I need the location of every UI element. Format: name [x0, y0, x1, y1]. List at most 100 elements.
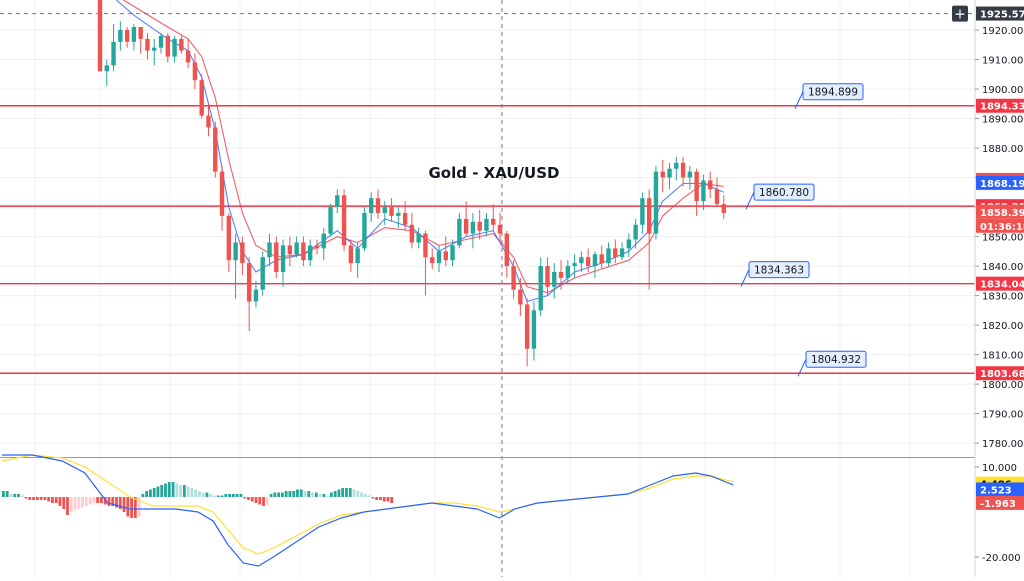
macd-value-tag-bg	[976, 495, 1024, 510]
macd-histogram-bar	[356, 491, 360, 497]
macd-histogram-bar	[379, 497, 382, 500]
level-callout	[805, 350, 867, 368]
level-price-tag-bg	[976, 366, 1024, 381]
candle-body	[382, 207, 387, 213]
candle-body	[280, 245, 286, 272]
candle-body	[111, 41, 116, 66]
macd-histogram-bar	[250, 497, 254, 502]
ma-slow-line	[122, 0, 724, 294]
macd-histogram-bar	[288, 491, 292, 497]
macd-histogram-bar	[258, 497, 262, 505]
horizontal-levels[interactable]: 1894.899 1860.780 1834.363 1804.932	[0, 83, 975, 377]
macd-histogram-bar	[47, 497, 51, 502]
candle-body	[477, 221, 482, 231]
macd-histogram-bar	[133, 497, 137, 518]
macd-histogram-bar	[307, 491, 311, 497]
macd-histogram-bar	[341, 488, 345, 497]
macd-histogram-bar	[352, 489, 356, 497]
macd-histogram-bar	[92, 497, 96, 503]
candle-body	[260, 257, 265, 290]
macd-histogram-bar	[213, 495, 216, 497]
macd-histogram-bar	[262, 497, 265, 506]
candle-body	[409, 224, 415, 243]
macd-histogram-bar	[390, 497, 394, 503]
macd-histogram-bar	[171, 482, 175, 497]
macd-histogram-bar	[100, 497, 103, 503]
candle-body	[694, 171, 699, 202]
macd-histogram-bar	[205, 492, 209, 497]
crosshair-plus-bg	[952, 5, 968, 22]
macd-histogram-bar	[24, 497, 28, 499]
macd-histogram-bar	[145, 491, 149, 497]
candle-body	[104, 65, 109, 72]
macd-histogram-bar	[179, 485, 182, 497]
candle-body	[585, 257, 591, 267]
macd-histogram-bar	[186, 486, 190, 497]
candle-body	[307, 245, 313, 261]
macd-histogram-bar	[269, 494, 273, 497]
candle-body	[124, 30, 130, 42]
macd-line	[2, 454, 734, 567]
candle-body	[219, 171, 225, 216]
macd-histogram-bar	[292, 491, 296, 497]
macd-histogram-bar	[231, 494, 235, 497]
candle-body	[267, 242, 272, 258]
macd-histogram-bar	[277, 492, 281, 497]
level-callout-label: 1894.899	[808, 87, 858, 99]
level-price-tag-bg	[976, 98, 1024, 113]
crosshair-price-tag: 1925.570	[980, 10, 1024, 21]
candle-body	[626, 239, 632, 249]
macd-histogram-bar	[235, 494, 239, 497]
candle-body	[680, 162, 686, 178]
candle-body	[179, 38, 184, 51]
macd-histogram-bar	[96, 497, 100, 503]
macd-pane	[1, 454, 734, 567]
level-callout-label: 1804.932	[811, 354, 861, 366]
macd-value-tag: 2.523	[980, 485, 1012, 496]
candle-body	[240, 242, 245, 264]
candle-body	[701, 180, 706, 202]
macd-histogram-bar	[160, 485, 164, 497]
candle-body	[341, 195, 347, 246]
candle-body	[287, 245, 293, 255]
macd-histogram-bar	[107, 497, 111, 506]
macd-histogram-bar	[54, 497, 58, 503]
candle-body	[185, 50, 191, 63]
candle-body	[172, 38, 177, 57]
macd-histogram-bar	[115, 497, 118, 508]
candle-body	[518, 289, 523, 305]
crosshair-price-tag-bg	[976, 6, 1024, 21]
macd-histogram-bar	[314, 492, 318, 497]
price-axis[interactable]: 1920.000 1910.000 1900.000 1890.000 1880.000…	[952, 0, 1024, 577]
candle-body	[558, 271, 564, 278]
price-tag-bg	[976, 204, 1024, 219]
macd-tick-label: 10.000	[982, 463, 1017, 474]
macd-histogram-bar	[175, 483, 179, 497]
price-tag-bg	[976, 175, 1024, 190]
candle-body	[457, 218, 462, 246]
macd-histogram-bar	[198, 491, 201, 497]
countdown-tag-bg	[976, 218, 1024, 233]
candle-body	[674, 162, 679, 169]
crosshair-plus-icon: +	[954, 7, 966, 23]
candle-body	[314, 245, 320, 249]
level-price-tag: 1834.049	[980, 280, 1024, 291]
macd-histogram-bar	[367, 495, 371, 497]
price-tick-label: 1800.000	[982, 380, 1024, 391]
macd-histogram-bar	[228, 494, 231, 497]
macd-histogram-bar	[5, 491, 9, 497]
candle-body	[328, 207, 333, 234]
candle-body	[274, 242, 279, 272]
candle-body	[640, 198, 645, 225]
candle-body	[165, 35, 170, 57]
candle-body	[579, 257, 584, 264]
macd-histogram-bar	[58, 497, 62, 506]
candle-body	[646, 198, 652, 234]
price-tick-label: 1910.000	[982, 56, 1024, 67]
candle-body	[484, 218, 489, 231]
candle-body	[396, 212, 401, 216]
level-price-tag: 1894.334	[980, 102, 1024, 113]
macd-histogram-bar	[318, 494, 322, 497]
